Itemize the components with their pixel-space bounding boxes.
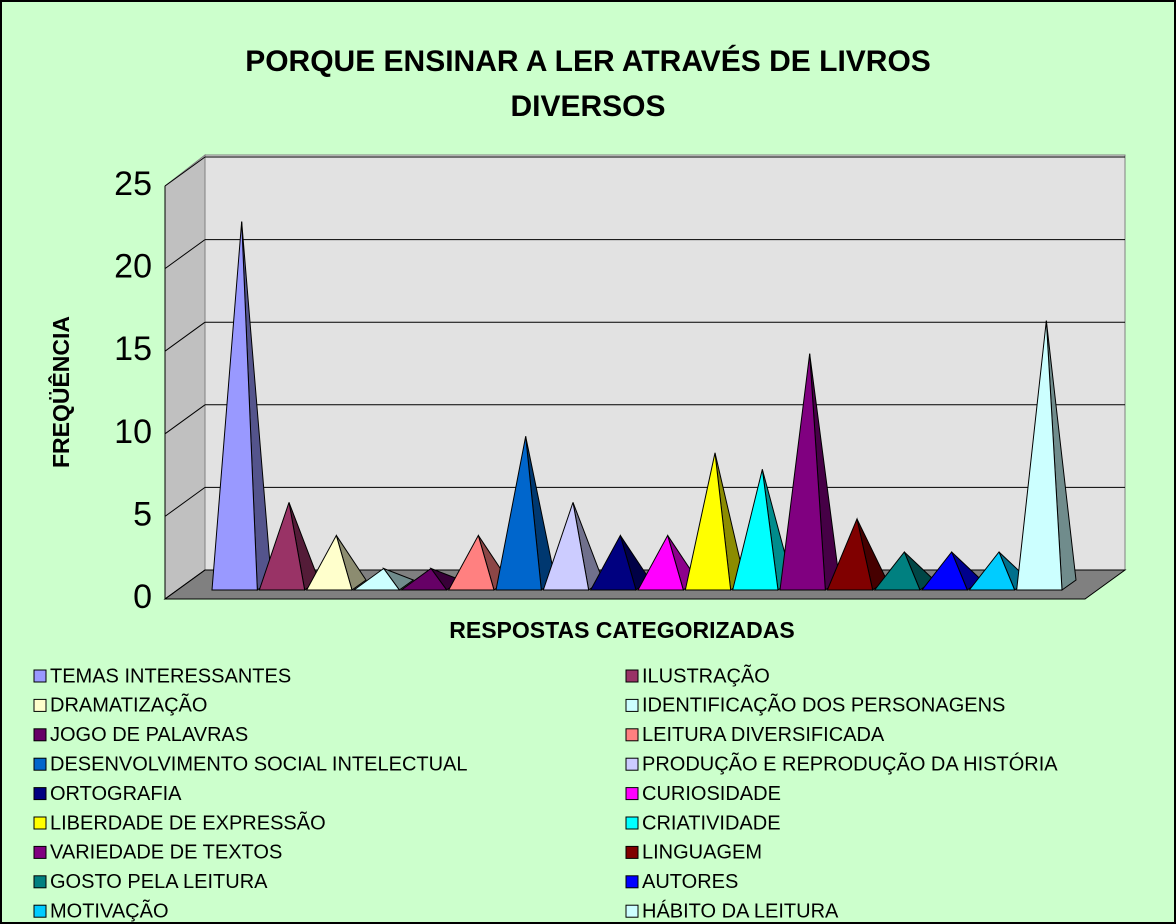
- legend-label: JOGO DE PALAVRAS: [50, 724, 248, 746]
- grid-line: [164, 486, 206, 517]
- legend-label: GOSTO PELA LEITURA: [50, 871, 268, 893]
- legend-swatch: [33, 669, 47, 683]
- pyramid: [399, 567, 448, 591]
- legend-swatch: [33, 698, 47, 712]
- y-tick-label: 5: [133, 495, 152, 533]
- legend-swatch: [625, 757, 639, 771]
- y-tick-label: 10: [114, 413, 152, 451]
- legend-label: TEMAS INTERESSANTES: [50, 665, 291, 687]
- legend-swatch: [33, 728, 47, 742]
- legend-swatch: [625, 728, 639, 742]
- legend-label: AUTORES: [642, 871, 738, 893]
- side-wall: [164, 153, 206, 600]
- pyramid: [258, 502, 306, 591]
- pyramid: [305, 534, 353, 591]
- x-axis-label: RESPOSTAS CATEGORIZADAS: [449, 617, 794, 643]
- pyramid: [542, 502, 590, 591]
- pyramid: [920, 550, 969, 591]
- legend-label: DRAMATIZAÇÃO: [50, 693, 207, 717]
- grid-line: [164, 156, 206, 187]
- legend-label: MOTIVAÇÃO: [50, 898, 169, 922]
- chart-title: PORQUE ENSINAR A LER ATRAVÉS DE LIVROS: [245, 44, 931, 78]
- legend-swatch: [625, 904, 639, 918]
- pyramid: [211, 221, 258, 591]
- back-wall: [204, 154, 1126, 571]
- pyramid: [352, 567, 401, 591]
- pyramid: [589, 534, 637, 591]
- legend-swatch: [33, 875, 47, 889]
- legend-label: CURIOSIDADE: [642, 783, 781, 805]
- pyramid: [732, 469, 779, 591]
- legend-label: DESENVOLVIMENTO SOCIAL INTELECTUAL: [50, 753, 468, 775]
- pyramid: [873, 550, 921, 591]
- pyramid: [684, 452, 732, 591]
- grid-line: [164, 321, 206, 352]
- legend-label: PRODUÇÃO E REPRODUÇÃO DA HISTÓRIA: [642, 751, 1058, 775]
- legend-swatch: [33, 904, 47, 918]
- legend-swatch: [625, 669, 639, 683]
- legend-label: LINGUAGEM: [642, 842, 762, 864]
- legend-swatch: [33, 787, 47, 801]
- pyramid: [495, 436, 542, 591]
- grid-line: [164, 404, 206, 435]
- y-tick-label: 25: [114, 165, 152, 203]
- y-tick-label: 15: [114, 330, 152, 368]
- chart-title: DIVERSOS: [510, 90, 665, 123]
- legend-swatch: [625, 816, 639, 830]
- legend-label: ORTOGRAFIA: [50, 783, 182, 805]
- legend-label: HÁBITO DA LEITURA: [642, 899, 839, 922]
- legend-swatch: [33, 845, 47, 859]
- pyramid: [447, 534, 495, 591]
- legend-label: CRIATIVIDADE: [642, 812, 781, 834]
- pyramid: [1016, 320, 1063, 591]
- legend-label: VARIEDADE DE TEXTOS: [50, 842, 282, 864]
- pyramid: [779, 353, 826, 591]
- legend-label: LEITURA DIVERSIFICADA: [642, 724, 885, 746]
- pyramid: [637, 534, 684, 591]
- legend-swatch: [625, 845, 639, 859]
- grid-line: [164, 569, 206, 600]
- y-tick-label: 0: [133, 578, 152, 616]
- grid-line: [164, 239, 206, 270]
- y-tick-label: 20: [114, 248, 152, 286]
- pyramid: [968, 550, 1016, 591]
- legend-label: ILUSTRAÇÃO: [642, 663, 770, 687]
- legend-swatch: [625, 787, 639, 801]
- legend-swatch: [33, 757, 47, 771]
- legend-swatch: [625, 698, 639, 712]
- pyramid: [826, 517, 874, 591]
- legend-swatch: [33, 816, 47, 830]
- legend-swatch: [625, 875, 639, 889]
- y-axis-label: FREQÜÊNCIA: [47, 316, 74, 468]
- legend-label: IDENTIFICAÇÃO DOS PERSONAGENS: [642, 693, 1005, 717]
- legend-label: LIBERDADE DE EXPRESSÃO: [50, 810, 326, 834]
